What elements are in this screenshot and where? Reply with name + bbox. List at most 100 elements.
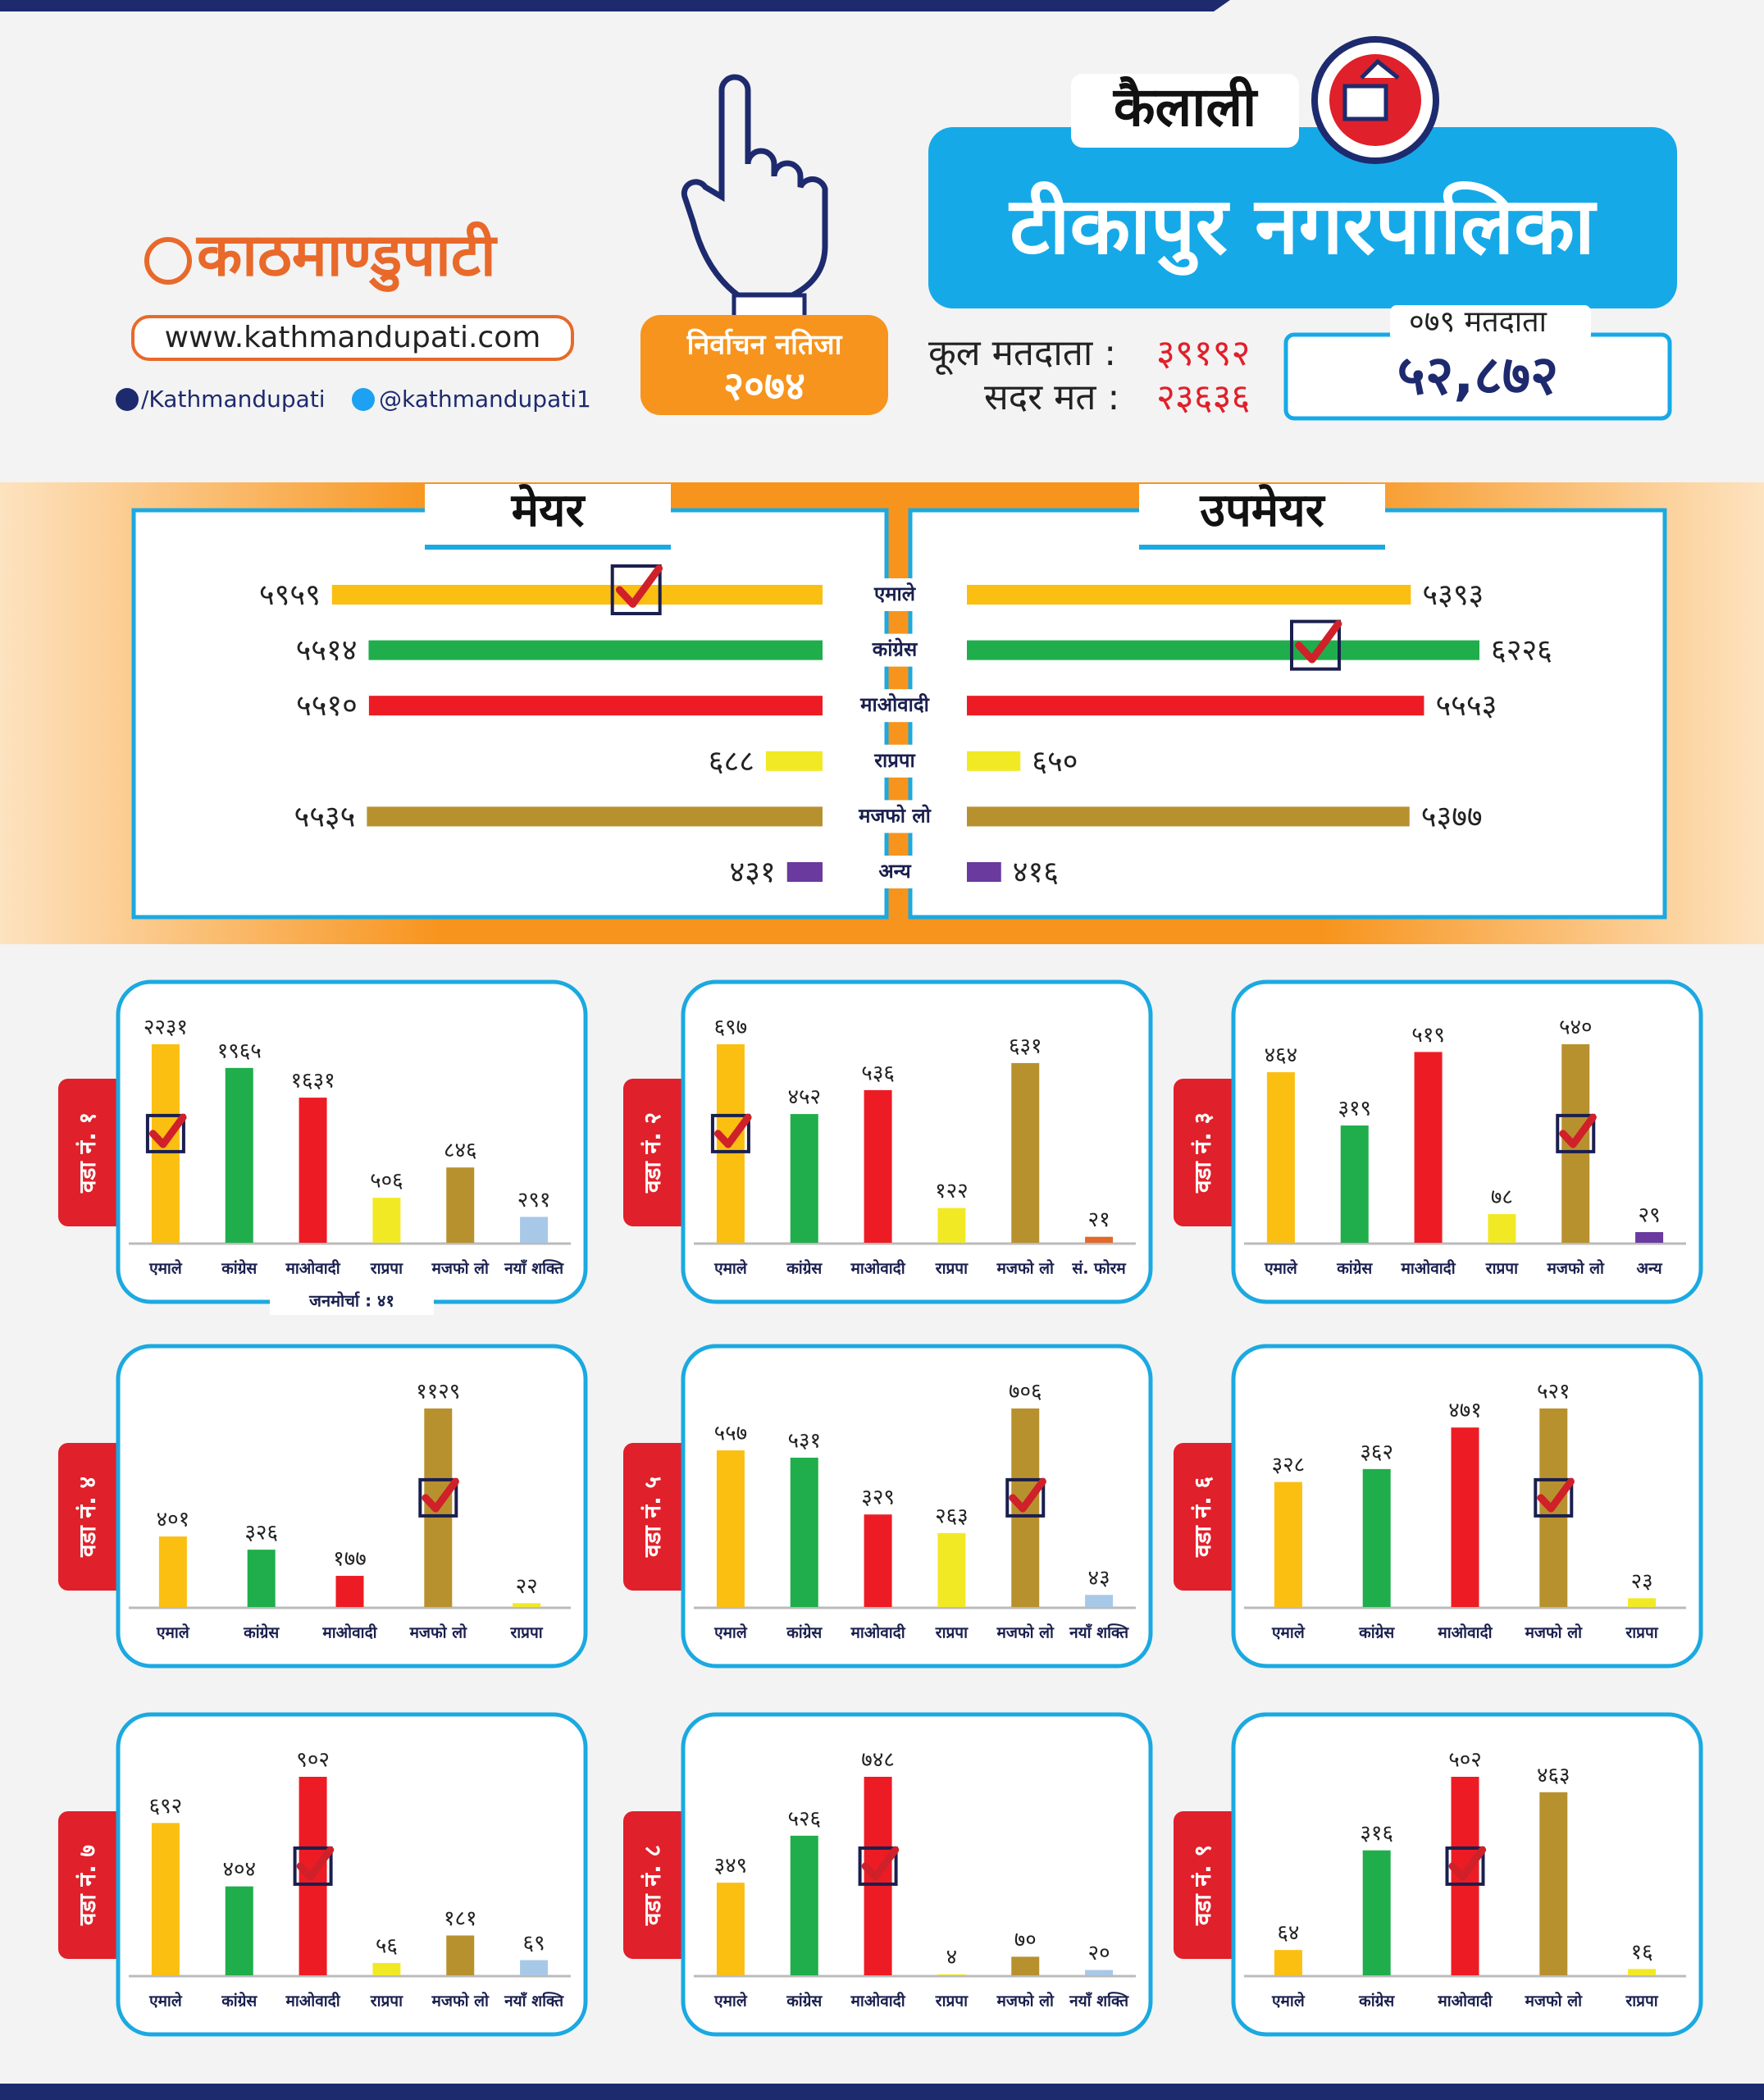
bar [225,1067,253,1243]
category-label: राप्रपा [370,1260,403,1278]
value-label: १६ [1631,1940,1653,1965]
category-label: मजफो लो [1547,1259,1606,1278]
category-label: एमाले [713,1623,748,1642]
bar [1085,1595,1114,1607]
category-label: राप्रपा [935,1624,969,1642]
category-label: एमाले [148,1992,183,2011]
value-label: ५०६ [370,1169,403,1194]
value-label: १७७ [333,1547,367,1572]
category-label: एमाले [873,582,917,605]
bar [937,1974,966,1975]
value-label: ३४९ [714,1854,748,1879]
value-label: ५३१ [787,1428,821,1453]
bar [247,1550,276,1607]
winner-check [1448,1846,1487,1881]
ward-title: वडा नं. ४ [74,1477,101,1558]
winner-check [1559,1113,1597,1148]
category-label: एमाले [713,1259,748,1278]
value-label: ४६३ [1537,1763,1570,1787]
category-label: मजफो लो [431,1259,490,1278]
category-label: राप्रपा [873,749,915,772]
winner-box [1556,1113,1596,1153]
ward-card [116,1344,588,1669]
bar [368,696,823,716]
bar [1635,1232,1664,1243]
website: www.kathmandupati.com [165,321,541,354]
ward-title: वडा नं. ५ [639,1477,666,1558]
winner-box [710,1113,750,1153]
category-label: कांग्रेस [221,1259,258,1278]
value-label: ६३१ [1009,1034,1042,1058]
bar [1011,1956,1040,1975]
ward-title: वडा नं. २ [639,1112,666,1194]
bar [1414,1052,1443,1243]
winner-box [418,1477,458,1518]
ward-tab [58,1079,132,1226]
category-label: मजफो लो [996,1623,1055,1642]
section-title-bg [425,484,671,550]
category-label: कांग्रेस [221,1992,258,2011]
category-label: माओवादी [1437,1992,1493,2011]
value-label: ५५१४ [296,634,358,668]
category-label: कांग्रेस [1358,1623,1395,1642]
category-label: मजफो लो [996,1992,1055,2011]
facebook: /Kathmandupati [141,386,326,413]
value-label: ३२९ [861,1486,895,1510]
ward-tab [623,1811,697,1959]
winner-check [615,564,663,608]
voters-079-label-bg [1390,305,1591,341]
bar [967,640,1479,660]
ward-title: वडा नं. ३ [1189,1112,1216,1194]
value-label: ७८ [1491,1185,1513,1210]
category-label: राप्रपा [935,1993,969,2011]
bar [967,806,1410,827]
bar [937,1532,966,1607]
value-label: ५४० [1559,1016,1593,1040]
bar [151,1823,180,1975]
bar [937,1208,966,1243]
winner-check [296,1846,335,1881]
category-label: अन्य [1637,1260,1663,1278]
winner-box [145,1113,185,1153]
category-label: राप्रपा [935,1260,969,1278]
ward-tab [1174,1443,1247,1591]
bar [1362,1468,1391,1607]
category-label: मजफो लो [409,1623,468,1642]
category-label: अन्य [878,860,911,883]
ward-card [116,1712,588,2037]
value-label: ३१९ [1338,1097,1371,1121]
winner-check [1537,1477,1575,1513]
value-label: ४१६ [1013,856,1059,889]
bar [1085,1970,1114,1975]
value-label: ६२२६ [1491,634,1552,668]
ward-tab [623,1079,697,1226]
category-label: नयाँ शक्ति [1069,1992,1129,2011]
value-label: २३ [1631,1569,1653,1594]
total-voters-label: कूल मतदाता : [928,332,1116,376]
bar [1488,1214,1516,1243]
section-title: उपमेयर [1199,483,1325,537]
category-label: एमाले [713,1992,748,2011]
ward-title: वडा नं. ७ [74,1845,101,1926]
category-label: नयाँ शक्ति [504,1259,564,1278]
winner-check [714,1113,752,1148]
value-label: २९ [1639,1203,1661,1228]
bar [520,1217,549,1243]
bar [716,1450,745,1607]
value-label: २२ [516,1574,538,1599]
category-label: एमाले [1271,1623,1306,1642]
bar [299,1098,327,1243]
ward-tab [58,1443,132,1591]
value-label: ६८८ [709,745,754,778]
category-label: कांग्रेस [1358,1992,1395,2011]
value-label: ५९५९ [259,578,321,612]
bar [1362,1850,1391,1975]
twitter: @kathmandupati1 [379,386,591,413]
bar [967,751,1021,771]
category-label: नयाँ शक्ति [504,1992,564,2011]
category-label: माओवादी [285,1992,340,2011]
bar [1085,1236,1114,1243]
bar [367,806,823,827]
category-label: एमाले [1271,1992,1306,2011]
result-label: निर्वाचन नतिजा [686,328,843,362]
